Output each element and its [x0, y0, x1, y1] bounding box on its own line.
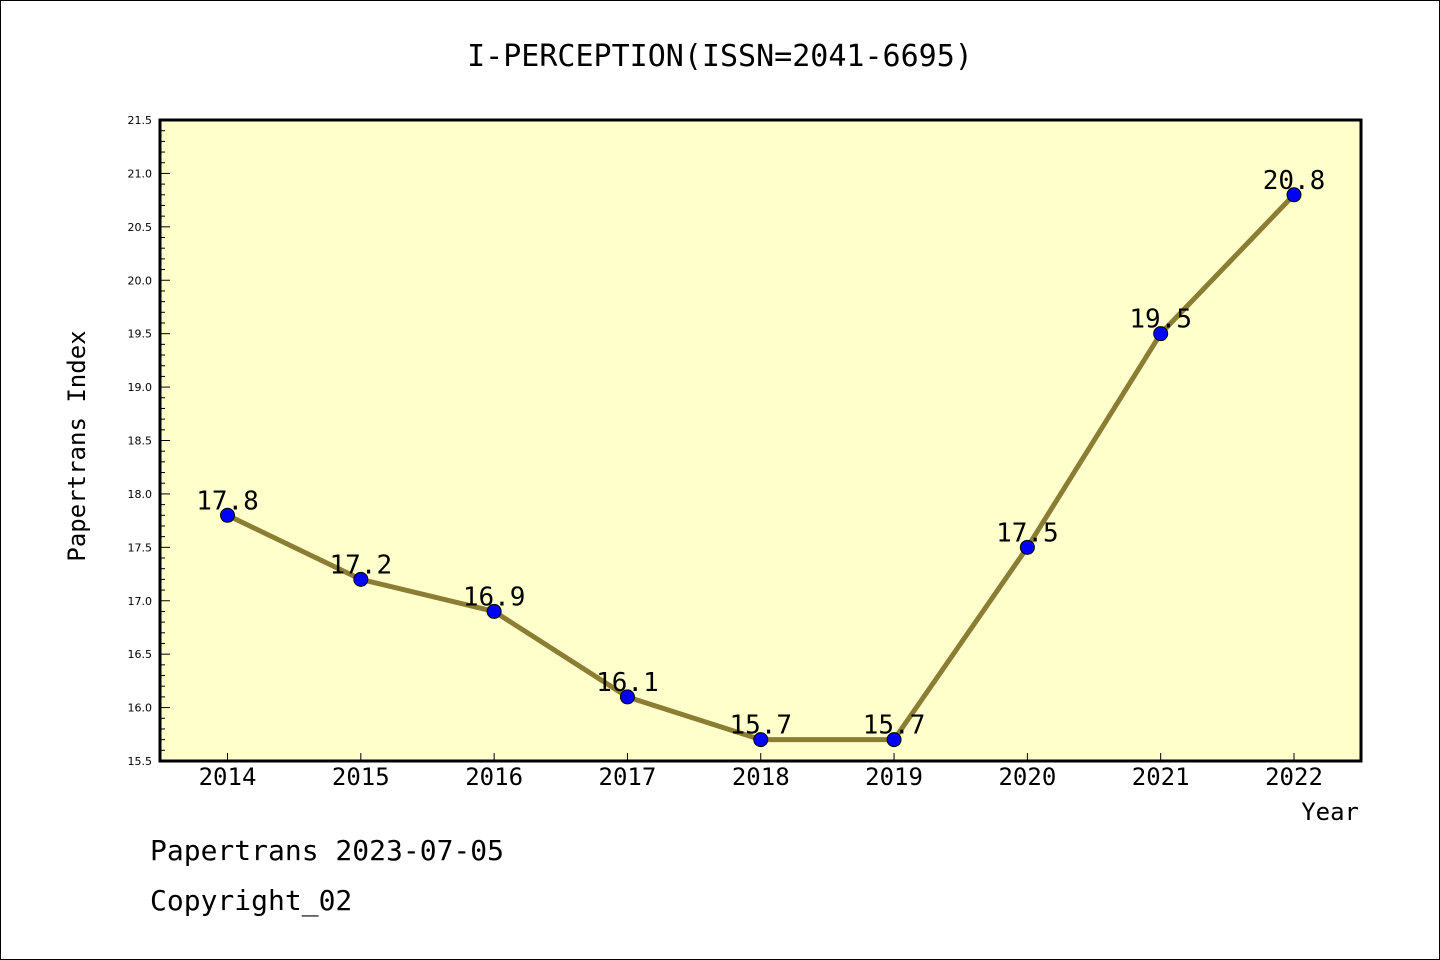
data-label: 17.5 [996, 518, 1059, 548]
y-tick-label: 21.0 [128, 167, 153, 180]
data-point [753, 732, 769, 748]
x-tick-label: 2017 [599, 763, 657, 791]
plot-area [158, 118, 1363, 763]
y-tick-label: 17.5 [128, 541, 153, 554]
y-axis-label: Papertrans Index [63, 330, 91, 561]
x-tick-label: 2021 [1132, 763, 1190, 791]
data-label: 19.5 [1129, 305, 1192, 335]
x-axis-label: Year [1301, 798, 1359, 826]
data-point [886, 732, 902, 748]
data-point [486, 603, 502, 619]
footer-date-text: Papertrans 2023-07-05 [150, 834, 505, 867]
y-tick-label: 16.5 [128, 648, 153, 661]
data-point [353, 571, 369, 587]
data-label: 15.7 [729, 711, 792, 741]
data-label: 16.9 [463, 582, 526, 612]
x-axis-tick-labels: 2014 2015 2016 2017 2018 2019 2020 2021 2022 [199, 763, 1323, 791]
data-label: 17.8 [196, 486, 259, 516]
y-tick-label: 16.0 [128, 702, 153, 715]
x-tick-label: 2018 [732, 763, 790, 791]
y-tick-label: 19.5 [128, 328, 153, 341]
chart-title: I-PERCEPTION(ISSN=2041-6695) [467, 39, 973, 74]
x-tick-label: 2016 [465, 763, 523, 791]
data-point [1019, 539, 1035, 555]
data-point [619, 689, 635, 705]
data-label: 15.7 [863, 711, 926, 741]
data-point [1153, 326, 1169, 342]
y-tick-label: 20.0 [128, 274, 153, 287]
x-tick-label: 2022 [1265, 763, 1323, 791]
y-tick-label: 20.5 [128, 221, 153, 234]
x-axis-ticks [227, 753, 1295, 761]
x-tick-label: 2019 [865, 763, 923, 791]
y-tick-label: 21.5 [128, 114, 153, 127]
data-label: 16.1 [596, 668, 659, 698]
y-tick-label: 18.0 [128, 488, 153, 501]
x-tick-label: 2015 [332, 763, 390, 791]
y-axis-tick-labels: 15.5 16.0 16.5 17.0 17.5 18.0 18.5 19.0 19.5 20.0… [128, 114, 153, 768]
series-group: 17.8 17.2 16.9 16.1 15.7 15.7 17.5 19.5 20.8 [196, 166, 1326, 748]
y-tick-label: 19.0 [128, 381, 153, 394]
y-tick-label: 15.5 [128, 755, 153, 768]
data-point [1286, 187, 1302, 203]
x-tick-label: 2014 [199, 763, 257, 791]
y-tick-label: 18.5 [128, 435, 153, 448]
y-tick-label: 17.0 [128, 595, 153, 608]
x-tick-label: 2020 [998, 763, 1056, 791]
data-label: 20.8 [1263, 166, 1326, 196]
footer-copyright-text: Copyright_02 [150, 884, 353, 917]
data-label: 17.2 [330, 550, 393, 580]
y-axis-ticks [160, 119, 170, 762]
data-point [220, 507, 235, 523]
